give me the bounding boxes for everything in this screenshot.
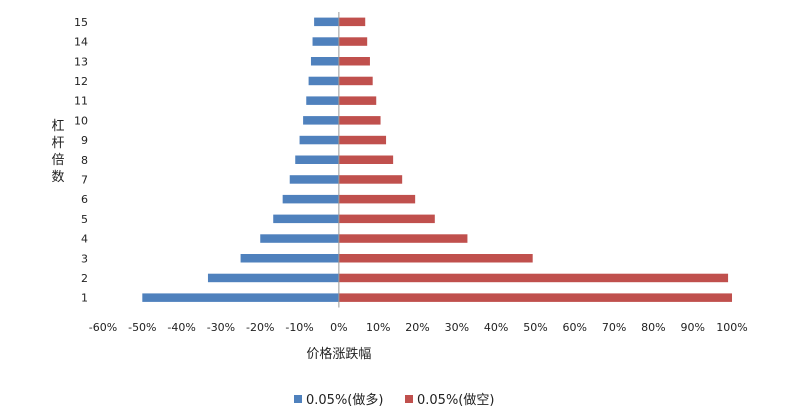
bar-short-3 (338, 254, 533, 263)
x-tick-label: 30% (445, 321, 469, 334)
bar-short-15 (338, 17, 366, 27)
bar-long-9 (299, 135, 339, 145)
y-tick-label: 7 (81, 173, 88, 186)
bar-short-5 (338, 214, 435, 224)
x-tick-label: 70% (602, 321, 626, 334)
legend-label-short: 0.05%(做空) (417, 393, 494, 408)
x-tick-label: 90% (680, 321, 704, 334)
bar-short-14 (338, 37, 368, 46)
y-tick-label: 6 (81, 193, 88, 206)
y-tick-label: 10 (74, 114, 88, 127)
x-tick-label: -40% (167, 321, 195, 334)
x-tick-label: -10% (285, 321, 313, 334)
legend: 0.05%(做多) 0.05%(做空) (294, 392, 494, 408)
x-tick-label: -50% (128, 321, 156, 334)
bar-long-6 (282, 194, 339, 204)
bar-long-7 (289, 175, 339, 184)
y-tick-label: 2 (81, 272, 88, 285)
y-tick-label: 14 (74, 36, 88, 49)
x-tick-label: 20% (405, 321, 429, 334)
bar-long-14 (312, 37, 339, 46)
y-tick-label: 11 (74, 95, 88, 108)
legend-swatch-short (405, 395, 413, 403)
x-tick-label: 0% (330, 321, 347, 334)
bar-short-2 (338, 273, 729, 283)
bar-long-11 (306, 96, 339, 105)
bar-short-12 (338, 76, 373, 86)
y-tick-label: 1 (81, 292, 88, 305)
bar-long-13 (310, 57, 339, 66)
bar-short-13 (338, 57, 370, 66)
y-tick-label: 12 (74, 75, 88, 88)
x-tick-label: 100% (716, 321, 747, 334)
legend-swatch-long (294, 395, 302, 403)
bar-short-9 (338, 135, 387, 145)
y-axis-title: 杠杆倍数 (51, 118, 64, 185)
y-tick-label: 15 (74, 16, 88, 29)
bar-long-15 (314, 17, 339, 27)
bar-short-8 (338, 155, 394, 164)
x-tick-label: 40% (484, 321, 508, 334)
y-tick-label: 13 (74, 55, 88, 68)
x-axis-title: 价格涨跌幅 (306, 346, 371, 362)
x-tick-label: 60% (563, 321, 587, 334)
y-tick-label: 8 (81, 154, 88, 167)
y-tick-label: 5 (81, 213, 88, 226)
x-tick-label: 50% (523, 321, 547, 334)
y-tick-label: 3 (81, 252, 88, 265)
bar-long-2 (207, 273, 339, 283)
bar-long-1 (142, 293, 339, 302)
x-tick-label: -20% (246, 321, 274, 334)
x-tick-label: -60% (89, 321, 117, 334)
bar-long-8 (295, 155, 339, 164)
x-tick-label: 10% (366, 321, 390, 334)
bar-short-10 (338, 116, 381, 125)
legend-label-long: 0.05%(做多) (306, 392, 383, 408)
x-tick-label: -30% (207, 321, 235, 334)
bar-long-10 (303, 116, 339, 125)
bar-short-7 (338, 175, 403, 184)
bar-long-4 (260, 234, 339, 243)
bar-long-12 (308, 76, 339, 86)
y-tick-label: 9 (81, 134, 88, 147)
bar-short-6 (338, 194, 416, 204)
x-tick-labels: -60% -50% -40% -30% -20% -10% 0% 10% 20% 30% 40% 50… (89, 321, 748, 334)
bars-layer (142, 17, 733, 302)
y-tick-label: 4 (81, 233, 88, 246)
bar-short-1 (338, 293, 733, 302)
x-tick-label: 80% (641, 321, 665, 334)
bar-short-4 (338, 234, 468, 243)
bar-long-5 (273, 214, 339, 224)
bar-short-11 (338, 96, 377, 105)
bar-long-3 (240, 254, 339, 263)
